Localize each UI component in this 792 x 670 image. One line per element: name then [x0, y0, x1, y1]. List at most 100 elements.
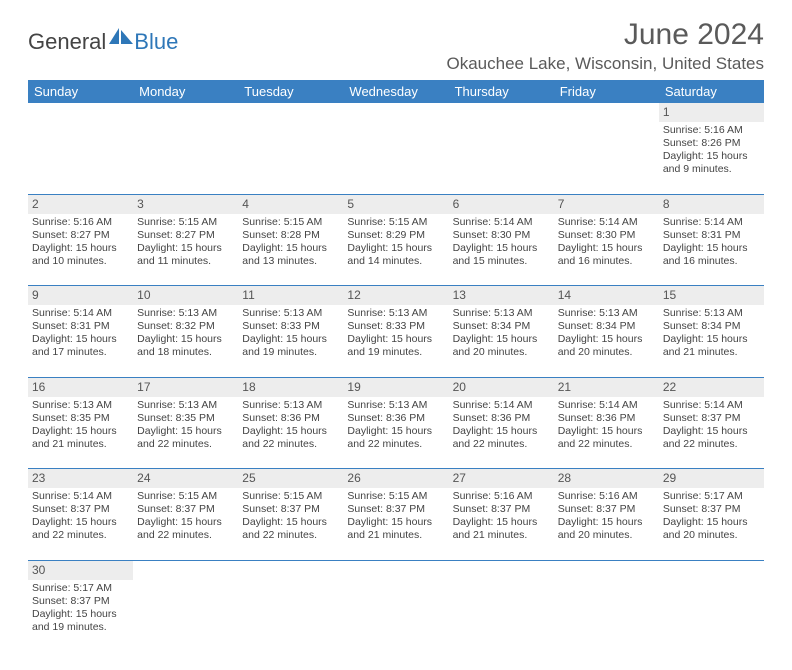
- sunset: Sunset: 8:30 PM: [558, 229, 655, 242]
- sunset: Sunset: 8:34 PM: [558, 320, 655, 333]
- day-cell: Sunrise: 5:13 AMSunset: 8:36 PMDaylight:…: [238, 397, 343, 469]
- day-number: 4: [238, 194, 343, 214]
- day-number: 8: [659, 194, 764, 214]
- day-number: 3: [133, 194, 238, 214]
- sunset: Sunset: 8:33 PM: [347, 320, 444, 333]
- day-cell: Sunrise: 5:14 AMSunset: 8:31 PMDaylight:…: [659, 214, 764, 286]
- location: Okauchee Lake, Wisconsin, United States: [447, 54, 765, 74]
- sunrise: Sunrise: 5:17 AM: [32, 582, 129, 595]
- month-title: June 2024: [447, 18, 765, 52]
- day-number: 25: [238, 469, 343, 489]
- daylight: Daylight: 15 hours and 16 minutes.: [663, 242, 760, 268]
- logo-text-blue: Blue: [134, 29, 178, 55]
- week-row: Sunrise: 5:16 AMSunset: 8:27 PMDaylight:…: [28, 214, 764, 286]
- day-header: Saturday: [659, 80, 764, 103]
- daylight: Daylight: 15 hours and 22 minutes.: [137, 425, 234, 451]
- day-number: 28: [554, 469, 659, 489]
- sunset: Sunset: 8:37 PM: [663, 503, 760, 516]
- sunrise: Sunrise: 5:16 AM: [453, 490, 550, 503]
- day-cell: Sunrise: 5:13 AMSunset: 8:34 PMDaylight:…: [659, 305, 764, 377]
- day-number: [343, 103, 448, 122]
- day-number: [238, 103, 343, 122]
- day-cell: Sunrise: 5:17 AMSunset: 8:37 PMDaylight:…: [28, 580, 133, 652]
- daylight: Daylight: 15 hours and 19 minutes.: [347, 333, 444, 359]
- day-cell: [449, 580, 554, 652]
- day-cell: Sunrise: 5:15 AMSunset: 8:27 PMDaylight:…: [133, 214, 238, 286]
- day-number-row: 2345678: [28, 194, 764, 214]
- day-header: Wednesday: [343, 80, 448, 103]
- daylight: Daylight: 15 hours and 19 minutes.: [242, 333, 339, 359]
- title-block: June 2024 Okauchee Lake, Wisconsin, Unit…: [447, 18, 765, 74]
- sunset: Sunset: 8:37 PM: [242, 503, 339, 516]
- day-number: 29: [659, 469, 764, 489]
- day-header: Sunday: [28, 80, 133, 103]
- sunrise: Sunrise: 5:14 AM: [453, 399, 550, 412]
- logo: General Blue: [28, 26, 178, 57]
- day-cell: Sunrise: 5:16 AMSunset: 8:37 PMDaylight:…: [554, 488, 659, 560]
- week-row: Sunrise: 5:17 AMSunset: 8:37 PMDaylight:…: [28, 580, 764, 652]
- day-number: 7: [554, 194, 659, 214]
- sunset: Sunset: 8:37 PM: [32, 503, 129, 516]
- day-number: 30: [28, 560, 133, 580]
- day-number-row: 30: [28, 560, 764, 580]
- daylight: Daylight: 15 hours and 21 minutes.: [453, 516, 550, 542]
- daylight: Daylight: 15 hours and 20 minutes.: [558, 516, 655, 542]
- sunrise: Sunrise: 5:14 AM: [32, 307, 129, 320]
- day-cell: Sunrise: 5:14 AMSunset: 8:37 PMDaylight:…: [659, 397, 764, 469]
- day-number: 1: [659, 103, 764, 122]
- sunrise: Sunrise: 5:14 AM: [453, 216, 550, 229]
- sunset: Sunset: 8:35 PM: [32, 412, 129, 425]
- day-header-row: SundayMondayTuesdayWednesdayThursdayFrid…: [28, 80, 764, 103]
- day-cell: [449, 122, 554, 194]
- sunrise: Sunrise: 5:16 AM: [558, 490, 655, 503]
- day-cell: Sunrise: 5:13 AMSunset: 8:32 PMDaylight:…: [133, 305, 238, 377]
- sunset: Sunset: 8:26 PM: [663, 137, 760, 150]
- day-number: 17: [133, 377, 238, 397]
- day-cell: Sunrise: 5:15 AMSunset: 8:37 PMDaylight:…: [238, 488, 343, 560]
- day-number-row: 23242526272829: [28, 469, 764, 489]
- daylight: Daylight: 15 hours and 13 minutes.: [242, 242, 339, 268]
- sunrise: Sunrise: 5:14 AM: [663, 216, 760, 229]
- day-number: 23: [28, 469, 133, 489]
- sunset: Sunset: 8:31 PM: [663, 229, 760, 242]
- week-row: Sunrise: 5:14 AMSunset: 8:31 PM Daylight:…: [28, 305, 764, 377]
- day-cell: Sunrise: 5:13 AMSunset: 8:33 PMDaylight:…: [343, 305, 448, 377]
- sunrise: Sunrise: 5:13 AM: [32, 399, 129, 412]
- sunrise: Sunrise: 5:13 AM: [242, 307, 339, 320]
- sunrise: Sunrise: 5:16 AM: [663, 124, 760, 137]
- day-number: [133, 103, 238, 122]
- day-number: 6: [449, 194, 554, 214]
- sunset: Sunset: 8:31 PM: [32, 320, 129, 333]
- day-cell: Sunrise: 5:15 AMSunset: 8:37 PMDaylight:…: [343, 488, 448, 560]
- sunset: Sunset: 8:37 PM: [137, 503, 234, 516]
- sunrise: Sunrise: 5:15 AM: [137, 490, 234, 503]
- daylight: Daylight: 15 hours and 20 minutes.: [663, 516, 760, 542]
- header: General Blue June 2024 Okauchee Lake, Wi…: [28, 18, 764, 74]
- day-cell: [28, 122, 133, 194]
- sunrise: Sunrise: 5:13 AM: [663, 307, 760, 320]
- day-number: [343, 560, 448, 580]
- logo-text-dark: General: [28, 29, 106, 55]
- sunrise: Sunrise: 5:15 AM: [242, 490, 339, 503]
- day-number: 2: [28, 194, 133, 214]
- sunrise: Sunrise: 5:13 AM: [347, 399, 444, 412]
- sunset: Sunset: 8:37 PM: [32, 595, 129, 608]
- day-number: 21: [554, 377, 659, 397]
- day-cell: Sunrise: 5:16 AMSunset: 8:37 PMDaylight:…: [449, 488, 554, 560]
- daylight: Daylight: 15 hours and 22 minutes.: [32, 516, 129, 542]
- day-number: [133, 560, 238, 580]
- day-number: 18: [238, 377, 343, 397]
- daylight: Daylight: 15 hours and 14 minutes.: [347, 242, 444, 268]
- sunset: Sunset: 8:34 PM: [453, 320, 550, 333]
- day-cell: [238, 122, 343, 194]
- week-row: Sunrise: 5:14 AMSunset: 8:37 PMDaylight:…: [28, 488, 764, 560]
- sunset: Sunset: 8:27 PM: [137, 229, 234, 242]
- day-number: 24: [133, 469, 238, 489]
- sunrise: Sunrise: 5:13 AM: [137, 399, 234, 412]
- sunset: Sunset: 8:30 PM: [453, 229, 550, 242]
- daylight: Daylight: 15 hours and 11 minutes.: [137, 242, 234, 268]
- day-header: Friday: [554, 80, 659, 103]
- day-cell: [554, 580, 659, 652]
- day-number-row: 9101112131415: [28, 286, 764, 306]
- day-number: 22: [659, 377, 764, 397]
